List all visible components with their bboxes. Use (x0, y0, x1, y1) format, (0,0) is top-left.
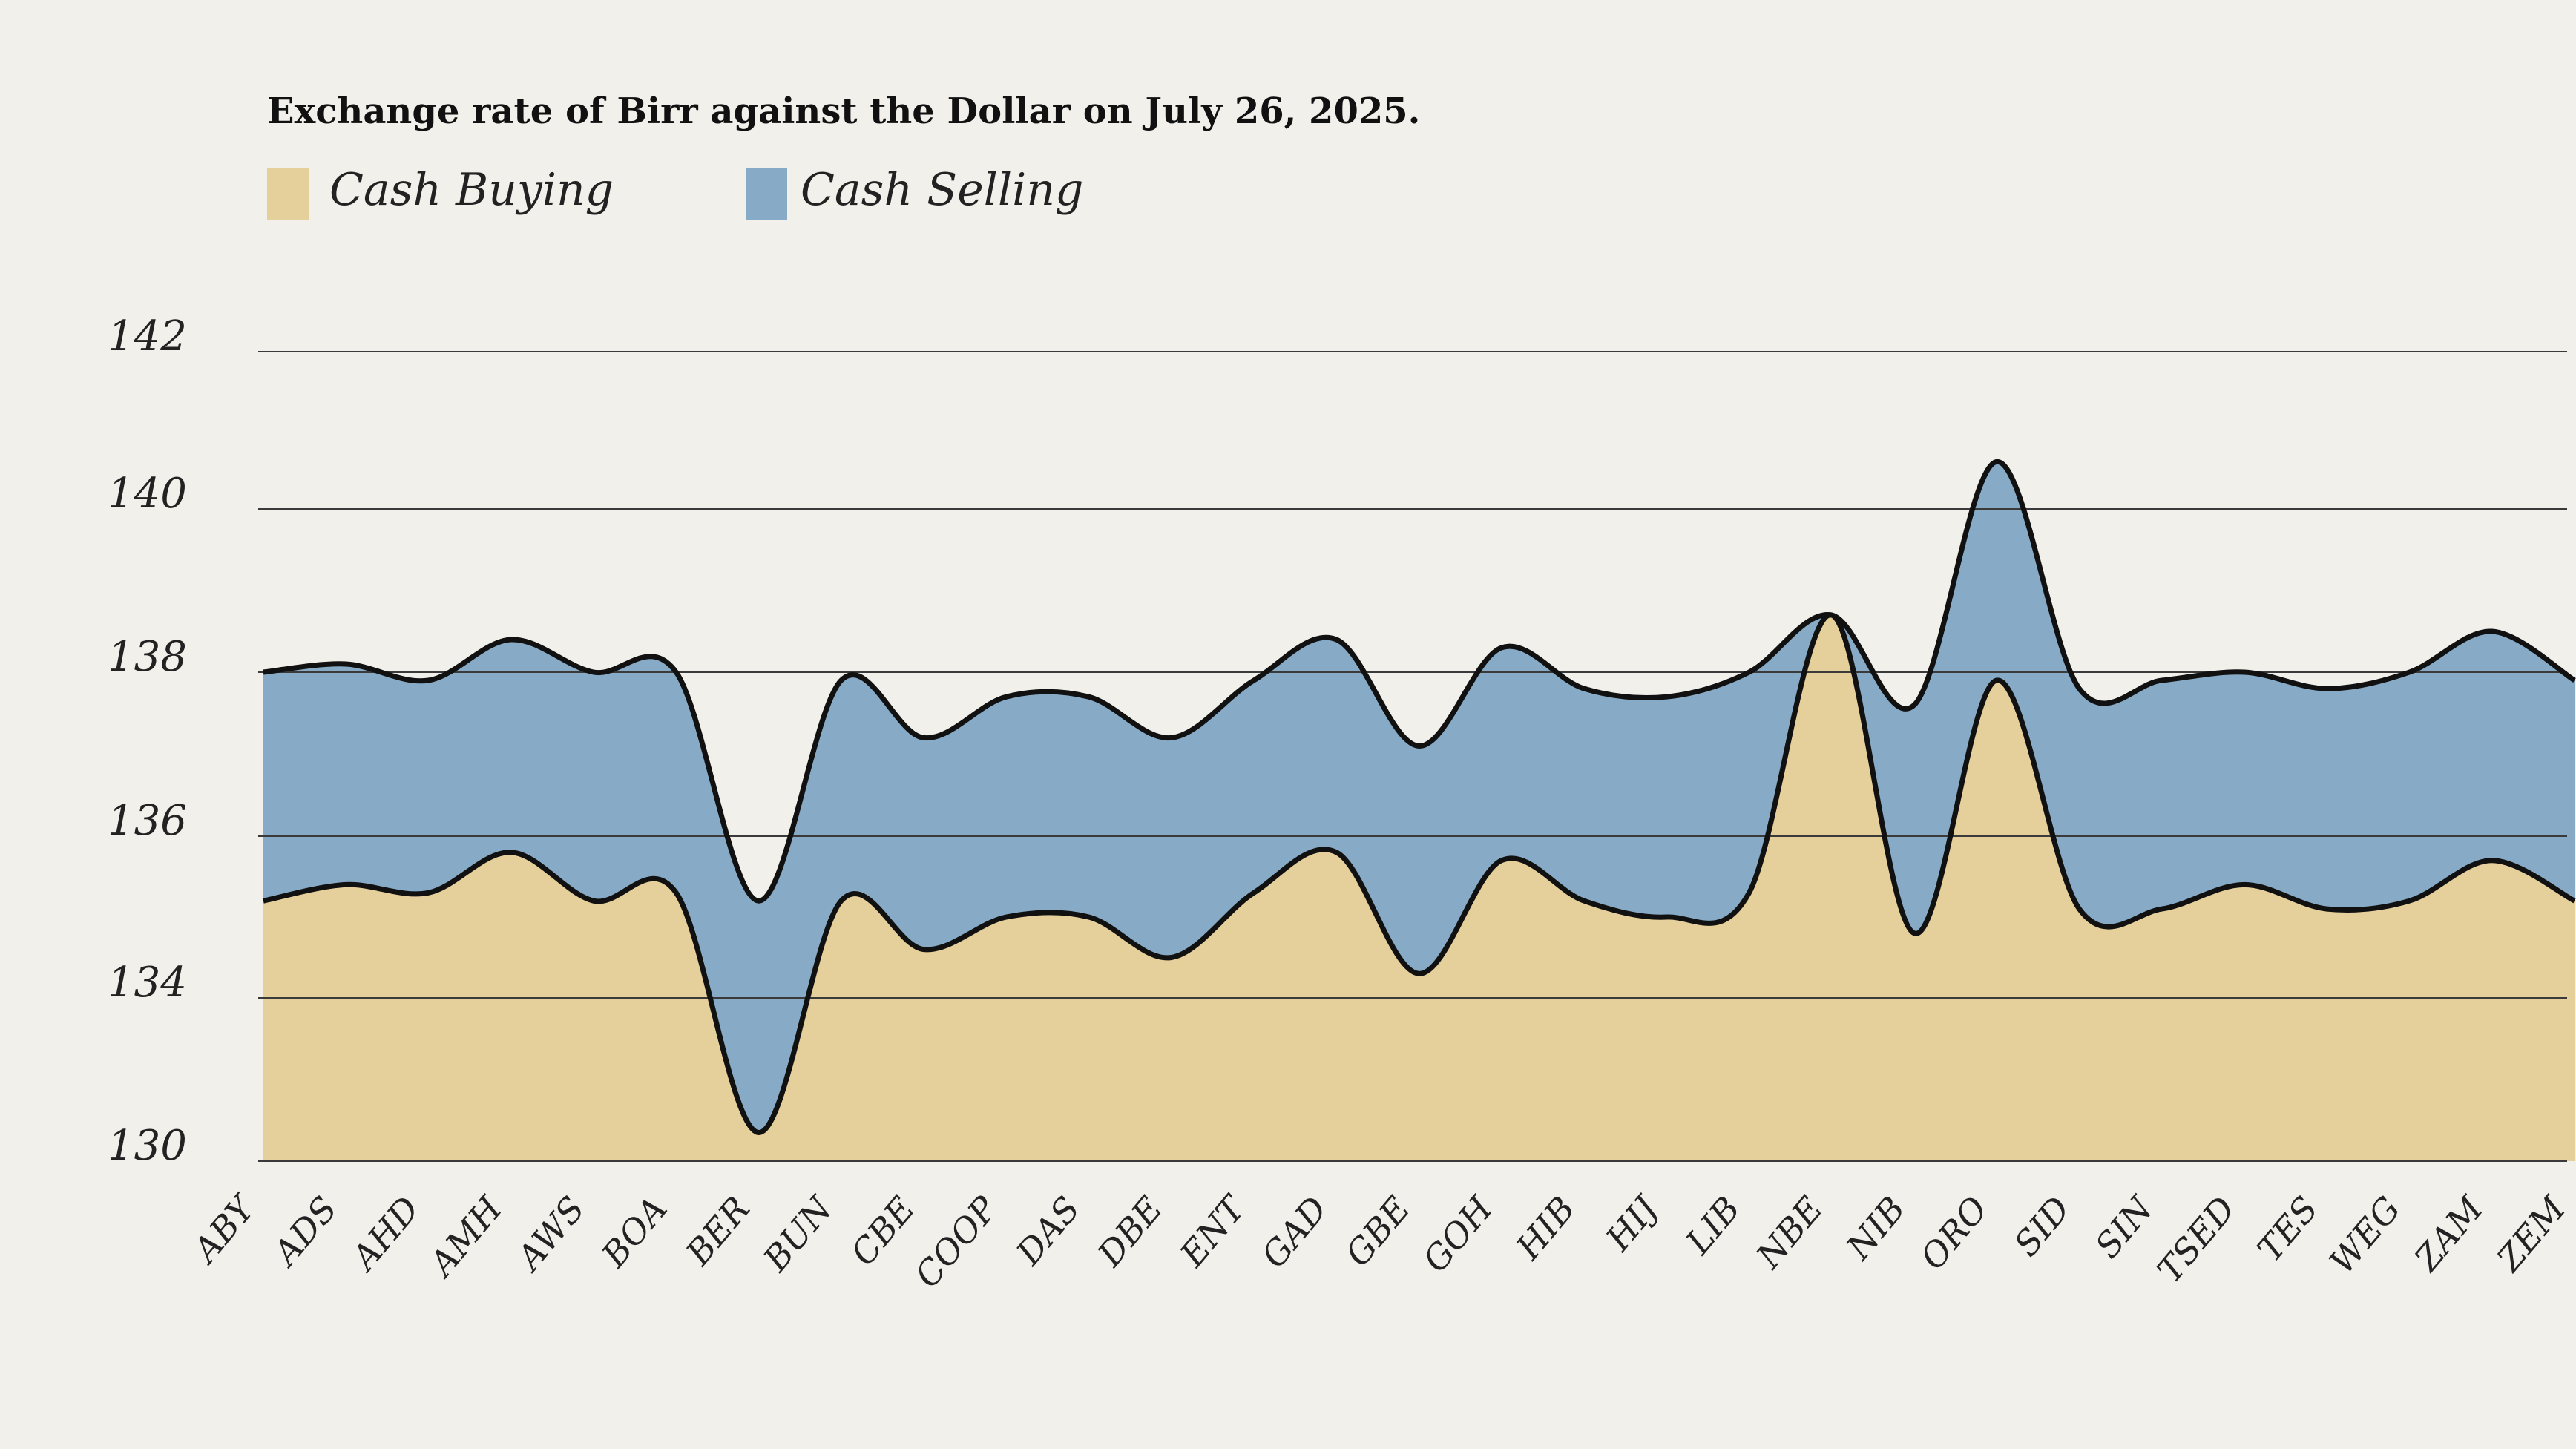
x-tick-label-ent: ENT (1172, 1187, 1254, 1275)
x-tick-label-boa: BOA (594, 1189, 675, 1275)
x-tick-label-bun: BUN (755, 1188, 841, 1279)
x-tick-label-gad: GAD (1254, 1189, 1335, 1275)
x-tick-label-nib: NIB (1838, 1189, 1913, 1267)
x-tick-label-oro: ORO (1913, 1189, 1996, 1277)
x-tick-label-coop: COOP (907, 1189, 1005, 1295)
chart-title: Exchange rate of Birr against the Dollar… (267, 91, 1420, 132)
x-tick-label-tes: TES (2250, 1189, 2326, 1269)
x-tick-label-tsed: TSED (2149, 1189, 2244, 1289)
y-tick-label-142: 142 (108, 312, 187, 361)
x-tick-label-aby: ABY (183, 1186, 264, 1272)
legend-label-cash-buying: Cash Buying (329, 164, 614, 216)
x-tick-label-gbe: GBE (1338, 1189, 1418, 1273)
x-tick-label-dbe: DBE (1089, 1189, 1170, 1274)
line-cash-buying (263, 612, 2576, 1136)
x-tick-label-aws: AWS (507, 1189, 593, 1279)
x-tick-label-zam: ZAM (2405, 1188, 2491, 1280)
x-tick-label-zem: ZEM (2488, 1188, 2574, 1280)
x-tick-label-cbe: CBE (843, 1189, 922, 1272)
x-tick-label-ads: ADS (263, 1189, 344, 1275)
legend-swatch-cash-buying (267, 168, 309, 220)
x-tick-label-ahd: AHD (342, 1189, 427, 1279)
x-tick-label-sid: SID (2006, 1189, 2078, 1264)
legend-swatch-cash-selling (746, 168, 787, 220)
x-tick-label-lib: LIB (1678, 1189, 1748, 1262)
legend: Cash Buying Cash Selling (267, 164, 1083, 220)
legend-label-cash-selling: Cash Selling (801, 164, 1083, 216)
area-cash-buying (263, 614, 2575, 1161)
y-tick-label-130: 130 (108, 1122, 187, 1170)
y-tick-label-138: 138 (108, 633, 187, 681)
line-cash-selling (263, 459, 2576, 904)
x-tick-label-ber: BER (677, 1189, 758, 1273)
x-tick-label-das: DAS (1008, 1189, 1088, 1272)
x-tick-label-hij: HIJ (1597, 1187, 1666, 1258)
x-tick-label-sin: SIN (2087, 1188, 2161, 1266)
x-tick-label-nbe: NBE (1748, 1189, 1830, 1276)
y-tick-label-140: 140 (108, 470, 187, 518)
y-tick-label-134: 134 (108, 959, 187, 1007)
x-tick-label-amh: AMH (420, 1189, 510, 1286)
y-tick-label-136: 136 (108, 797, 187, 845)
x-tick-label-hib: HIB (1508, 1189, 1583, 1267)
x-tick-label-goh: GOH (1415, 1189, 1501, 1280)
x-tick-label-weg: WEG (2322, 1189, 2408, 1281)
